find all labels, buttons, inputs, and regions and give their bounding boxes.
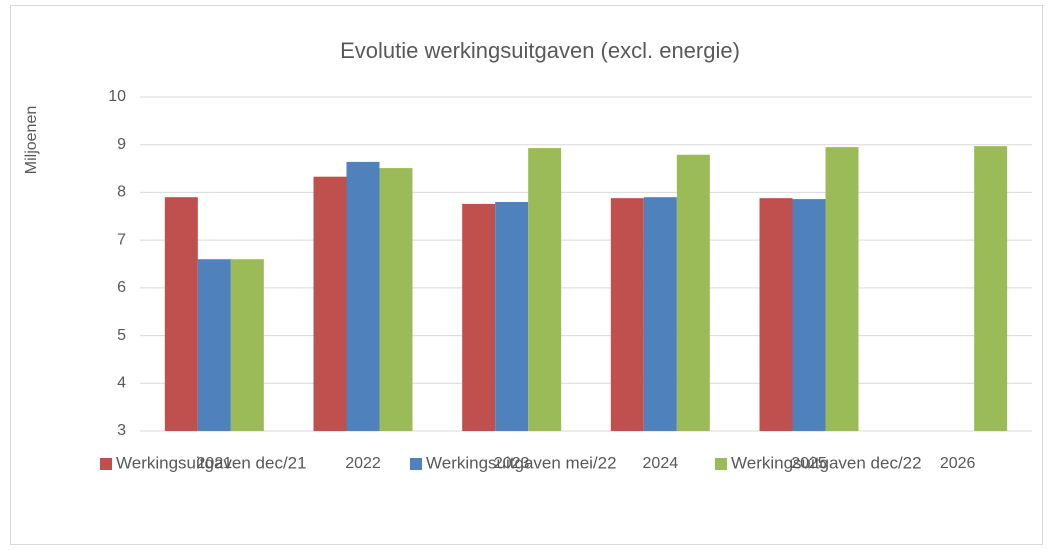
x-tick-label: 2023 xyxy=(494,455,530,472)
bar xyxy=(759,198,793,431)
bar xyxy=(462,203,496,431)
bar xyxy=(495,201,529,431)
bar xyxy=(676,154,710,431)
x-tick-label: 2026 xyxy=(940,455,976,472)
y-tick-label: 9 xyxy=(117,136,126,153)
legend-label: Werkingsuitgaven dec/21 xyxy=(116,453,307,472)
y-tick-label: 6 xyxy=(117,279,126,296)
legend-swatch xyxy=(715,458,727,470)
bar xyxy=(643,197,677,431)
y-tick-label: 7 xyxy=(117,231,126,248)
bar xyxy=(197,259,231,431)
y-tick-label: 10 xyxy=(108,88,126,105)
bar xyxy=(230,259,264,431)
y-tick-label: 8 xyxy=(117,184,126,201)
y-tick-label: 3 xyxy=(117,422,126,439)
y-axis-label: Miljoenen xyxy=(23,106,40,174)
x-tick-label: 2021 xyxy=(197,455,233,472)
x-tick-label: 2024 xyxy=(643,455,679,472)
y-tick-label: 4 xyxy=(117,375,126,392)
legend-label: Werkingsuitgaven mei/22 xyxy=(426,453,617,472)
bar xyxy=(825,147,859,431)
bar xyxy=(379,168,413,431)
bar xyxy=(313,176,347,431)
chart-title: Evolutie werkingsuitgaven (excl. energie… xyxy=(340,38,740,63)
bar xyxy=(528,148,562,431)
legend-label: Werkingsuitgaven dec/22 xyxy=(731,453,922,472)
bar xyxy=(792,199,826,431)
bar xyxy=(974,146,1008,431)
bar xyxy=(164,197,198,431)
bar xyxy=(346,161,380,432)
x-tick-label: 2025 xyxy=(791,455,827,472)
legend-swatch xyxy=(410,458,422,470)
x-tick-label: 2022 xyxy=(345,455,381,472)
bar xyxy=(610,198,644,431)
legend-swatch xyxy=(100,458,112,470)
y-tick-label: 5 xyxy=(117,327,126,344)
